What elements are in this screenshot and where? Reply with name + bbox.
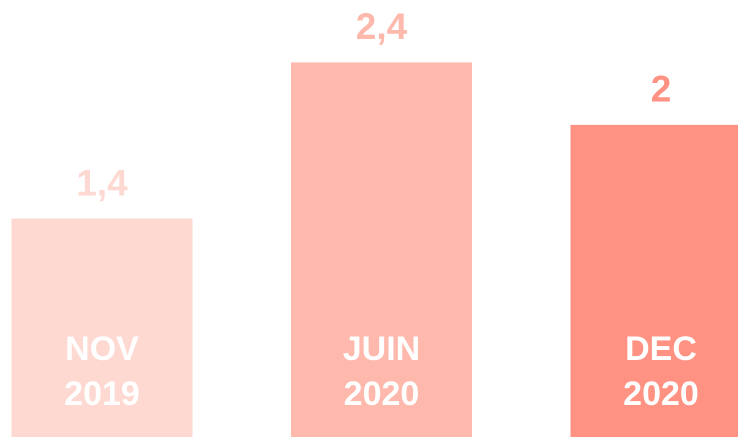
category-label: NOV [65,330,139,368]
value-label: 2 [651,69,672,110]
category-label: 2020 [344,375,420,413]
value-label: 2,4 [356,6,408,47]
category-label: JUIN [343,330,420,368]
bar [11,218,193,437]
category-label: 2019 [64,375,140,413]
value-label: 1,4 [76,162,128,203]
category-label: 2020 [623,375,699,413]
bar [570,124,738,437]
category-label: DEC [625,330,697,368]
bar [291,62,472,437]
